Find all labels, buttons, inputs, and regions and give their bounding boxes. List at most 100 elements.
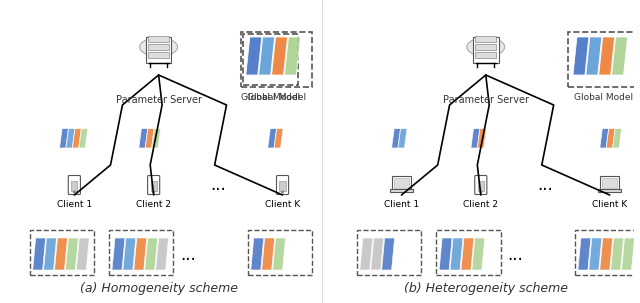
Polygon shape: [246, 37, 262, 75]
FancyBboxPatch shape: [600, 176, 620, 190]
FancyBboxPatch shape: [436, 230, 500, 275]
Text: ...: ...: [538, 176, 553, 194]
Polygon shape: [72, 128, 81, 148]
Polygon shape: [76, 238, 89, 270]
Polygon shape: [259, 37, 275, 75]
FancyBboxPatch shape: [146, 37, 172, 63]
Polygon shape: [578, 238, 591, 270]
Polygon shape: [44, 238, 56, 270]
FancyBboxPatch shape: [148, 45, 169, 50]
Polygon shape: [360, 238, 372, 270]
Polygon shape: [60, 128, 68, 148]
FancyBboxPatch shape: [148, 175, 160, 195]
Polygon shape: [600, 128, 609, 148]
Polygon shape: [600, 238, 612, 270]
Text: Parameter Server: Parameter Server: [443, 95, 529, 105]
Text: Client K: Client K: [592, 200, 627, 209]
Text: ...: ...: [180, 246, 196, 264]
Polygon shape: [477, 128, 486, 148]
Text: Global Model: Global Model: [241, 93, 300, 102]
Polygon shape: [145, 238, 157, 270]
Polygon shape: [274, 128, 283, 148]
FancyBboxPatch shape: [243, 34, 298, 85]
Polygon shape: [271, 37, 287, 75]
FancyBboxPatch shape: [390, 189, 413, 192]
Circle shape: [480, 191, 482, 193]
Text: Client 2: Client 2: [136, 200, 171, 209]
Text: Global Model: Global Model: [247, 93, 306, 102]
Polygon shape: [268, 128, 276, 148]
Text: Client 2: Client 2: [463, 200, 499, 209]
Circle shape: [282, 191, 284, 193]
FancyBboxPatch shape: [392, 176, 412, 190]
FancyBboxPatch shape: [148, 36, 169, 42]
Polygon shape: [471, 128, 480, 148]
Polygon shape: [262, 238, 275, 270]
Polygon shape: [573, 37, 589, 75]
Polygon shape: [134, 238, 147, 270]
Polygon shape: [156, 238, 168, 270]
Polygon shape: [586, 37, 602, 75]
Polygon shape: [589, 238, 602, 270]
Polygon shape: [398, 128, 407, 148]
Text: Client 1: Client 1: [384, 200, 419, 209]
Ellipse shape: [467, 38, 505, 56]
FancyBboxPatch shape: [71, 181, 77, 191]
Text: ...: ...: [210, 176, 226, 194]
Polygon shape: [472, 238, 484, 270]
Text: (a) Homogeneity scheme: (a) Homogeneity scheme: [79, 282, 237, 295]
FancyBboxPatch shape: [602, 178, 617, 188]
Polygon shape: [612, 37, 628, 75]
FancyBboxPatch shape: [476, 52, 496, 58]
Circle shape: [74, 191, 75, 193]
FancyBboxPatch shape: [280, 181, 285, 191]
FancyBboxPatch shape: [29, 230, 94, 275]
Polygon shape: [273, 238, 285, 270]
FancyBboxPatch shape: [248, 230, 312, 275]
Text: Parameter Server: Parameter Server: [116, 95, 202, 105]
Polygon shape: [392, 128, 401, 148]
Text: ...: ...: [508, 246, 524, 264]
Polygon shape: [371, 238, 383, 270]
FancyBboxPatch shape: [276, 175, 289, 195]
FancyBboxPatch shape: [394, 178, 409, 188]
Polygon shape: [123, 238, 136, 270]
Polygon shape: [152, 128, 161, 148]
Polygon shape: [33, 238, 45, 270]
Text: Client K: Client K: [265, 200, 300, 209]
FancyBboxPatch shape: [68, 175, 81, 195]
Polygon shape: [439, 238, 452, 270]
FancyBboxPatch shape: [148, 52, 169, 58]
Text: Client 1: Client 1: [57, 200, 92, 209]
FancyBboxPatch shape: [477, 181, 484, 191]
Polygon shape: [139, 128, 148, 148]
FancyBboxPatch shape: [357, 230, 421, 275]
FancyBboxPatch shape: [473, 37, 499, 63]
Polygon shape: [65, 238, 78, 270]
Polygon shape: [66, 128, 75, 148]
FancyBboxPatch shape: [476, 36, 496, 42]
Polygon shape: [461, 238, 474, 270]
Circle shape: [153, 191, 154, 193]
Polygon shape: [112, 238, 125, 270]
Polygon shape: [381, 238, 394, 270]
Polygon shape: [611, 238, 623, 270]
Polygon shape: [606, 128, 615, 148]
FancyBboxPatch shape: [575, 230, 639, 275]
FancyBboxPatch shape: [476, 45, 496, 50]
Text: (b) Heterogeneity scheme: (b) Heterogeneity scheme: [404, 282, 568, 295]
Polygon shape: [450, 238, 463, 270]
FancyBboxPatch shape: [109, 230, 173, 275]
Polygon shape: [79, 128, 88, 148]
FancyBboxPatch shape: [475, 175, 487, 195]
Polygon shape: [251, 238, 264, 270]
FancyBboxPatch shape: [150, 181, 157, 191]
FancyBboxPatch shape: [598, 189, 621, 192]
Polygon shape: [145, 128, 154, 148]
Polygon shape: [612, 128, 621, 148]
Polygon shape: [621, 238, 634, 270]
Ellipse shape: [140, 38, 177, 56]
Polygon shape: [54, 238, 67, 270]
Text: Global Model: Global Model: [574, 93, 634, 102]
Polygon shape: [285, 37, 300, 75]
